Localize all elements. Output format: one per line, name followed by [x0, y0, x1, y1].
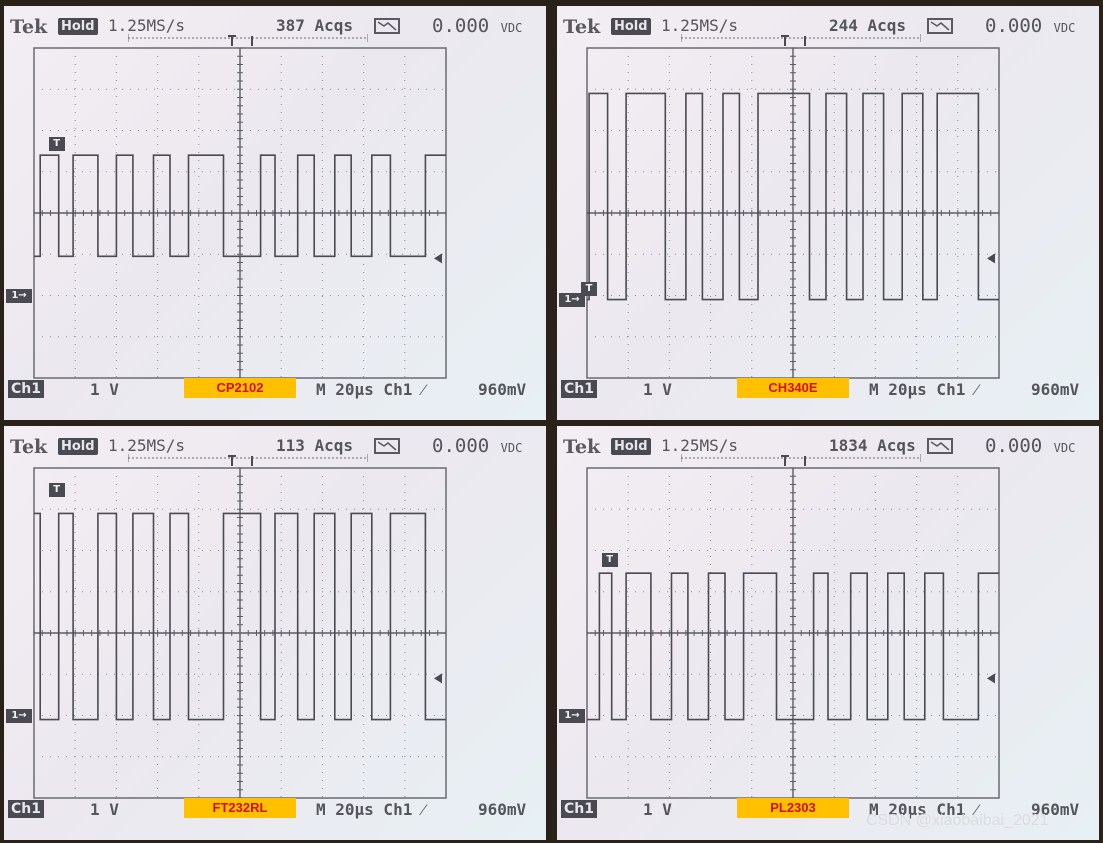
waveform-svg	[33, 47, 447, 379]
scope-panel-cp2102: Tek Hold 1.25MS/s 387 Acqs 0.000 VDC Ch1…	[4, 6, 546, 420]
brand-label: Tek	[563, 16, 601, 38]
trigger-level: 960mV	[478, 380, 527, 399]
settings-bar: Ch1 1 V PL2303 M 20µs Ch1 ⁄ 960mV	[557, 796, 1099, 840]
channel-badge: Ch1	[8, 380, 44, 398]
dc-readout-value: 0.000	[432, 15, 490, 37]
dc-readout: 0.000 VDC	[432, 435, 522, 457]
record-position-bar	[681, 454, 921, 466]
volts-per-div: 1 V	[643, 380, 672, 399]
timebase: M 20µs Ch1 ⁄	[869, 800, 978, 819]
chip-label: CH340E	[737, 378, 849, 398]
acquisition-icon	[374, 438, 400, 454]
settings-bar: Ch1 1 V FT232RL M 20µs Ch1 ⁄ 960mV	[4, 796, 546, 840]
trigger-level-arrow	[987, 253, 995, 264]
volts-per-div: 1 V	[90, 380, 119, 399]
hold-badge: Hold	[611, 438, 651, 455]
trigger-level: 960mV	[1031, 800, 1080, 819]
watermark: CSDN @xiaobaibai_2021	[866, 812, 1049, 829]
brand-label: Tek	[10, 436, 48, 458]
record-position-bar	[128, 34, 368, 46]
trigger-level-arrow	[434, 253, 442, 264]
ch1-ground-marker: 1→	[559, 292, 585, 307]
sample-rate: 1.25MS/s	[108, 16, 186, 35]
timebase: M 20µs Ch1 ⁄	[316, 380, 425, 399]
record-position-bar	[128, 454, 368, 466]
chip-label: PL2303	[737, 798, 849, 818]
dc-readout-unit: VDC	[500, 21, 523, 35]
acquisition-icon	[927, 18, 953, 34]
status-bar: Tek Hold 1.25MS/s 113 Acqs 0.000 VDC	[4, 426, 546, 466]
trigger-level: 960mV	[1031, 380, 1080, 399]
scope-panel-ft232rl: Tek Hold 1.25MS/s 113 Acqs 0.000 VDC Ch1…	[4, 426, 546, 840]
volts-per-div: 1 V	[643, 800, 672, 819]
chip-label: CP2102	[184, 378, 296, 398]
sample-rate: 1.25MS/s	[661, 16, 739, 35]
sample-rate: 1.25MS/s	[108, 436, 186, 455]
acquisition-count: 1834 Acqs	[829, 436, 916, 455]
dc-readout: 0.000 VDC	[985, 15, 1075, 37]
acquisition-count: 387 Acqs	[276, 16, 354, 35]
ch1-ground-marker: 1→	[559, 708, 585, 723]
status-bar: Tek Hold 1.25MS/s 387 Acqs 0.000 VDC	[4, 6, 546, 46]
scope-panel-ch340e: Tek Hold 1.25MS/s 244 Acqs 0.000 VDC Ch1…	[557, 6, 1099, 420]
waveform-svg	[586, 467, 1000, 799]
status-bar: Tek Hold 1.25MS/s 244 Acqs 0.000 VDC	[557, 6, 1099, 46]
waveform-plot	[586, 47, 1000, 379]
record-position-bar	[681, 34, 921, 46]
dc-readout-value: 0.000	[985, 435, 1043, 457]
trigger-level-arrow	[434, 673, 442, 684]
sample-rate: 1.25MS/s	[661, 436, 739, 455]
trigger-level: 960mV	[478, 800, 527, 819]
settings-bar: Ch1 1 V CP2102 M 20µs Ch1 ⁄ 960mV	[4, 376, 546, 420]
settings-bar: Ch1 1 V CH340E M 20µs Ch1 ⁄ 960mV	[557, 376, 1099, 420]
channel-badge: Ch1	[561, 380, 597, 398]
trigger-position-marker: T	[601, 553, 618, 568]
waveform-trace	[587, 572, 999, 721]
timebase: M 20µs Ch1 ⁄	[869, 380, 978, 399]
acquisition-icon	[927, 438, 953, 454]
dc-readout-value: 0.000	[985, 15, 1043, 37]
channel-badge: Ch1	[8, 800, 44, 818]
hold-badge: Hold	[58, 438, 98, 455]
chip-label: FT232RL	[184, 798, 296, 818]
waveform-trace	[34, 154, 446, 258]
waveform-trace	[587, 92, 999, 301]
dc-readout-unit: VDC	[1053, 441, 1076, 455]
timebase: M 20µs Ch1 ⁄	[316, 800, 425, 819]
waveform-plot	[586, 467, 1000, 799]
brand-label: Tek	[10, 16, 48, 38]
trigger-position-marker: T	[48, 482, 65, 497]
trigger-position-marker: T	[581, 281, 598, 296]
hold-badge: Hold	[58, 18, 98, 35]
volts-per-div: 1 V	[90, 800, 119, 819]
trigger-level-arrow	[987, 673, 995, 684]
acquisition-count: 113 Acqs	[276, 436, 354, 455]
hold-badge: Hold	[611, 18, 651, 35]
waveform-svg	[33, 467, 447, 799]
dc-readout: 0.000 VDC	[985, 435, 1075, 457]
scope-panel-pl2303: Tek Hold 1.25MS/s 1834 Acqs 0.000 VDC Ch…	[557, 426, 1099, 840]
status-bar: Tek Hold 1.25MS/s 1834 Acqs 0.000 VDC	[557, 426, 1099, 466]
acquisition-count: 244 Acqs	[829, 16, 907, 35]
dc-readout-value: 0.000	[432, 435, 490, 457]
waveform-trace	[34, 512, 446, 721]
dc-readout-unit: VDC	[1053, 21, 1076, 35]
brand-label: Tek	[563, 436, 601, 458]
waveform-plot	[33, 47, 447, 379]
waveform-svg	[586, 47, 1000, 379]
trigger-position-marker: T	[48, 137, 65, 152]
ch1-ground-marker: 1→	[6, 288, 32, 303]
dc-readout: 0.000 VDC	[432, 15, 522, 37]
channel-badge: Ch1	[561, 800, 597, 818]
acquisition-icon	[374, 18, 400, 34]
dc-readout-unit: VDC	[500, 441, 523, 455]
waveform-plot	[33, 467, 447, 799]
ch1-ground-marker: 1→	[6, 708, 32, 723]
